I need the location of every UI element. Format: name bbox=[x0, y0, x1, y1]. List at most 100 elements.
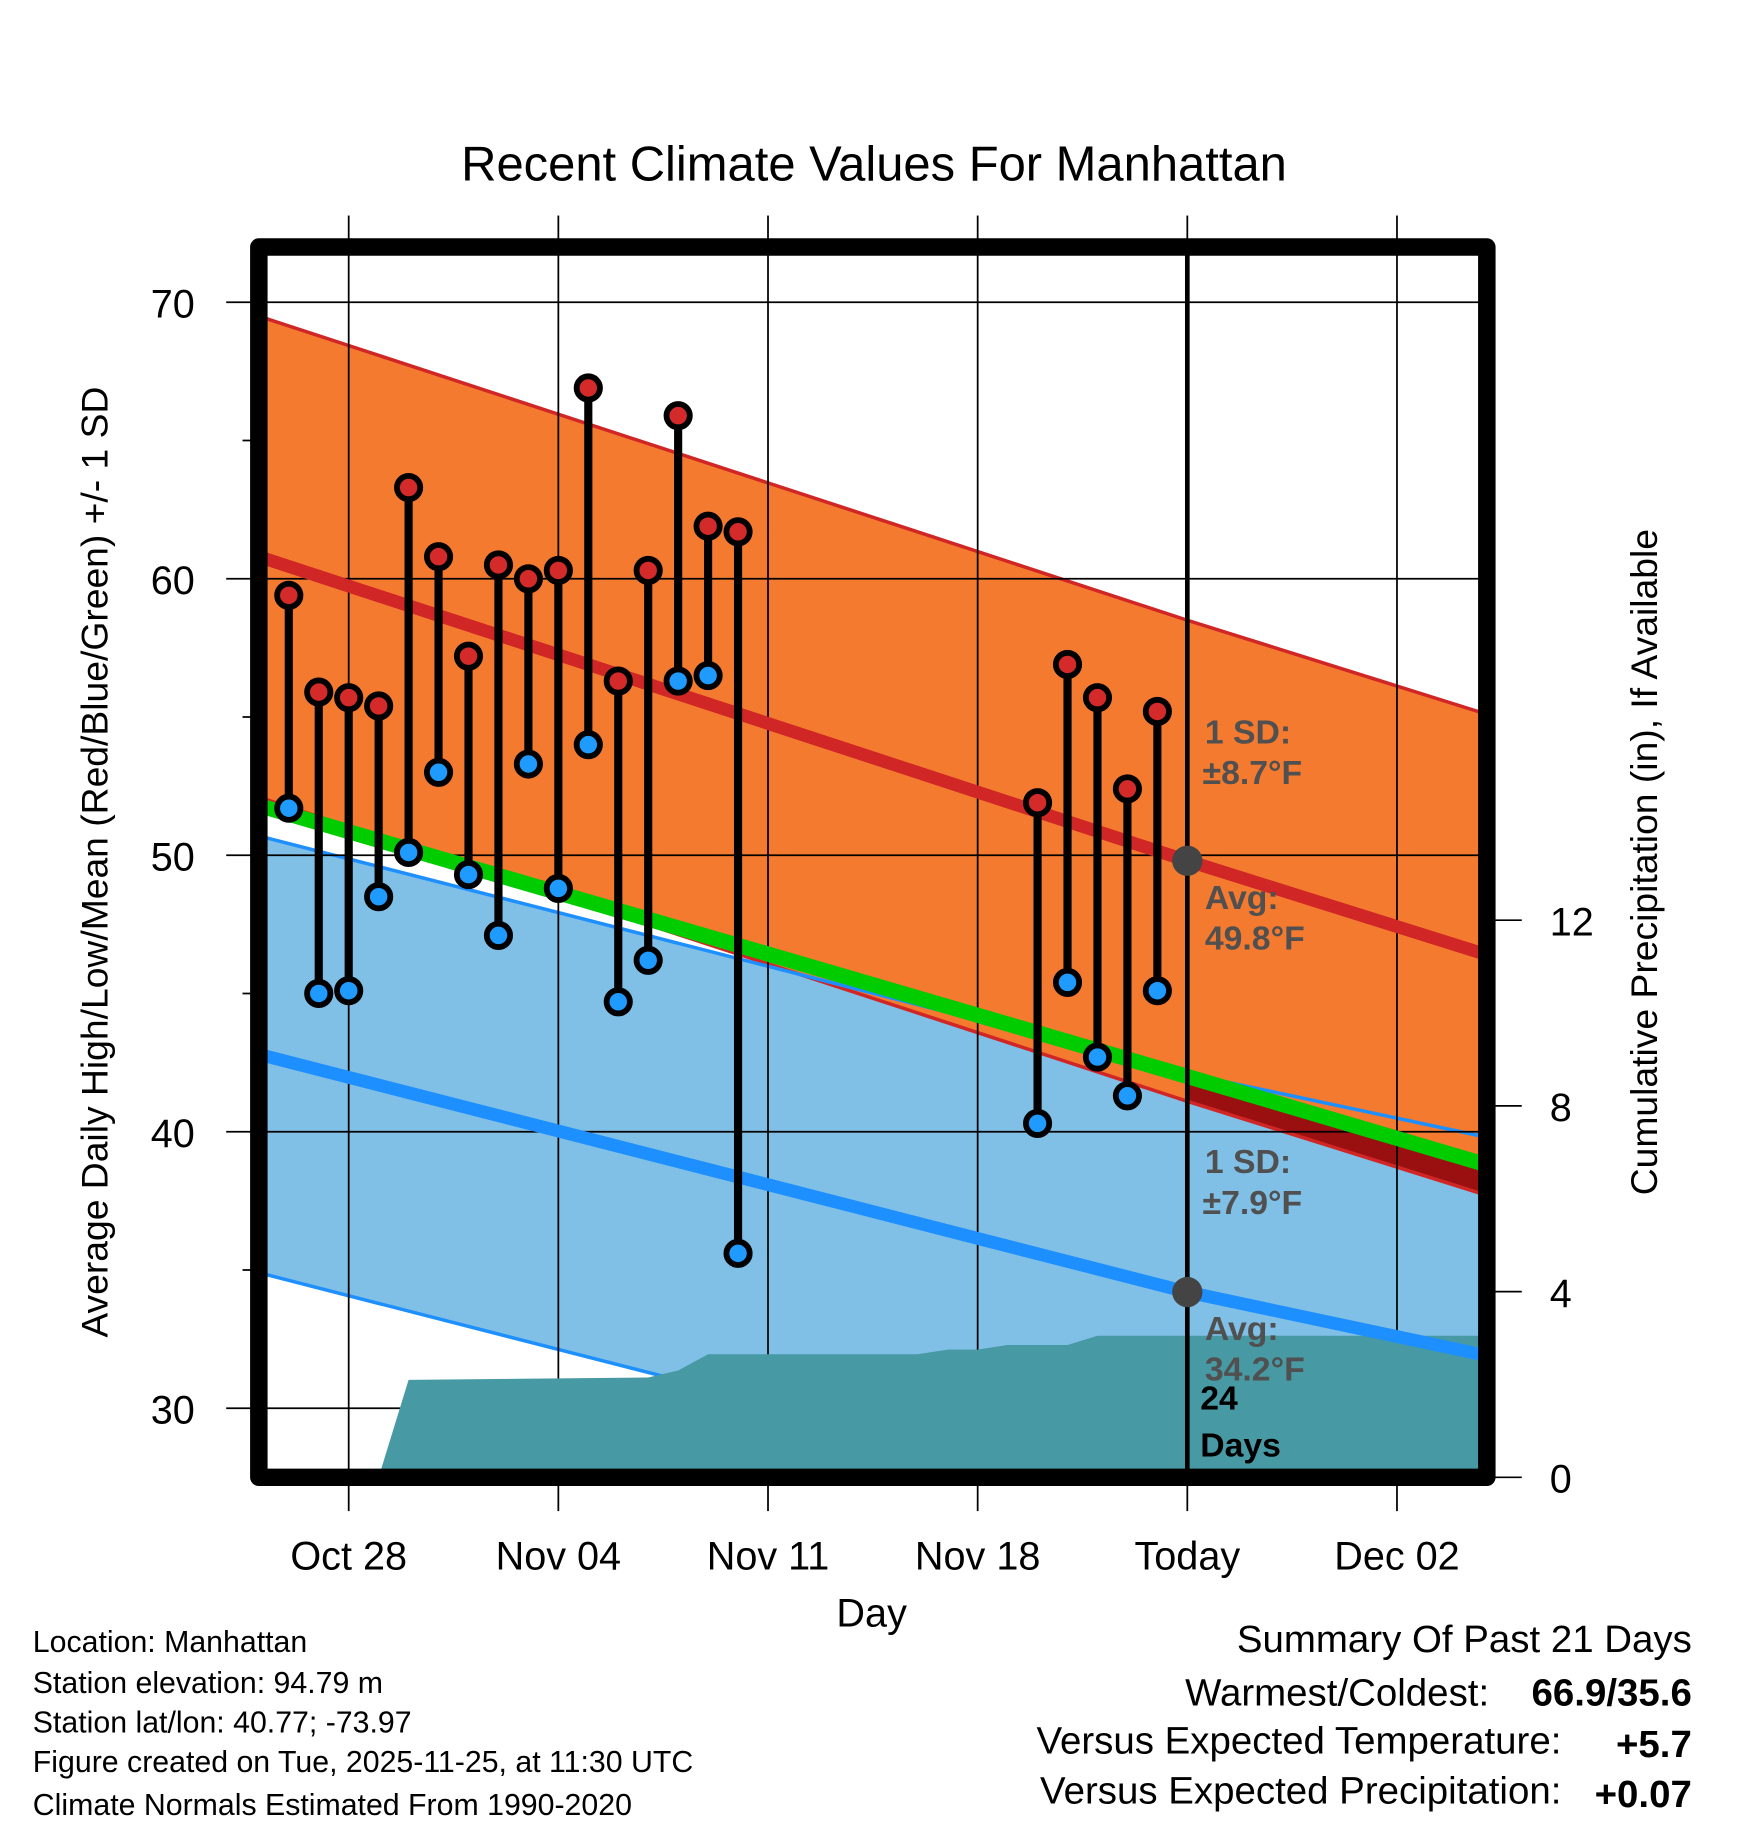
high-point bbox=[274, 580, 304, 610]
observation-day bbox=[1052, 649, 1083, 997]
footer-latlon: Station lat/lon: 40.77; -73.97 bbox=[33, 1706, 412, 1739]
high-point bbox=[1052, 649, 1083, 680]
low-point bbox=[1082, 1042, 1113, 1072]
low-point bbox=[543, 873, 573, 903]
x-tick-label: Nov 04 bbox=[496, 1534, 622, 1578]
low-point bbox=[274, 793, 304, 823]
low-point bbox=[483, 920, 514, 950]
x-tick-label: Dec 02 bbox=[1334, 1534, 1460, 1578]
high-point bbox=[693, 511, 723, 541]
y-tick-label: 50 bbox=[151, 835, 195, 879]
low-point bbox=[603, 987, 633, 1017]
today-high-average-dot bbox=[1172, 845, 1203, 876]
high-point bbox=[513, 564, 543, 594]
high-avg-label: Avg: bbox=[1205, 879, 1279, 917]
plot-frame bbox=[250, 238, 1496, 1487]
low-point bbox=[573, 730, 603, 760]
summary: Summary Of Past 21 Days Warmest/Coldest:… bbox=[1036, 1618, 1691, 1816]
low-point bbox=[1052, 967, 1083, 997]
chart-title: Recent Climate Values For Manhattan bbox=[461, 138, 1287, 192]
high-point bbox=[304, 677, 334, 707]
observation-day bbox=[723, 517, 753, 1268]
y-right-tick-label: 8 bbox=[1550, 1086, 1572, 1130]
y-tick-label: 70 bbox=[151, 282, 195, 326]
low-point bbox=[513, 749, 543, 779]
low-point bbox=[453, 860, 484, 890]
footer-location: Location: Manhattan bbox=[33, 1626, 307, 1659]
today-low-average-dot bbox=[1172, 1276, 1203, 1308]
warmest-coldest-value: 66.9/35.6 bbox=[1532, 1672, 1692, 1715]
observation-day bbox=[573, 373, 603, 760]
annotations: 1 SD: ±8.7°F Avg: 49.8°F 1 SD: ±7.9°F Av… bbox=[1200, 713, 1305, 1464]
high-point bbox=[633, 555, 663, 586]
high-avg-value: 49.8°F bbox=[1205, 920, 1305, 958]
low-point bbox=[693, 660, 723, 691]
high-point bbox=[483, 550, 514, 580]
low-minus-sd-line bbox=[258, 1271, 1065, 1478]
observation-day bbox=[1082, 683, 1113, 1072]
observation-day bbox=[453, 641, 484, 890]
precip-anomaly-value: +0.07 bbox=[1595, 1773, 1692, 1816]
high-point bbox=[603, 666, 633, 696]
low-avg-value: 34.2°F bbox=[1205, 1351, 1305, 1389]
x-tick-label: Oct 28 bbox=[290, 1534, 407, 1578]
high-point bbox=[423, 542, 454, 572]
footer-normals: Climate Normals Estimated From 1990-2020 bbox=[33, 1789, 632, 1822]
x-tick-label: Today bbox=[1134, 1534, 1240, 1578]
observation-day bbox=[543, 555, 573, 903]
high-point bbox=[1082, 683, 1113, 713]
low-point bbox=[1023, 1108, 1053, 1138]
y-axis-right-label: Cumulative Precipitation (in), If Availa… bbox=[1623, 529, 1665, 1195]
y-tick-label: 60 bbox=[151, 559, 195, 603]
y-right-tick-label: 12 bbox=[1550, 900, 1594, 944]
y-axis-label: Average Daily High/Low/Mean (Red/Blue/Gr… bbox=[73, 387, 115, 1338]
high-point bbox=[364, 691, 394, 721]
high-point bbox=[1112, 774, 1142, 804]
x-tick-label: Nov 11 bbox=[707, 1534, 830, 1578]
observation-day bbox=[1023, 788, 1053, 1138]
low-sd-value: ±7.9°F bbox=[1203, 1184, 1303, 1222]
high-point bbox=[453, 641, 484, 671]
observation-day bbox=[603, 666, 633, 1017]
footer-elevation: Station elevation: 94.79 m bbox=[33, 1667, 383, 1700]
observation-day bbox=[693, 511, 723, 691]
precipitation-area bbox=[378, 1335, 1487, 1478]
low-point bbox=[364, 882, 394, 912]
observation-day bbox=[663, 401, 693, 696]
precip-anomaly-label: Versus Expected Precipitation: bbox=[1040, 1770, 1561, 1813]
observation-day bbox=[304, 677, 334, 1009]
observation-day bbox=[364, 691, 394, 912]
high-point bbox=[663, 401, 693, 431]
observation-day bbox=[513, 564, 543, 779]
observation-day bbox=[423, 542, 454, 787]
days-count: 24 bbox=[1200, 1380, 1238, 1418]
observation-day bbox=[1142, 696, 1172, 1006]
low-point bbox=[304, 978, 334, 1009]
low-point bbox=[394, 837, 424, 868]
high-sd-value: ±8.7°F bbox=[1203, 754, 1303, 792]
high-point bbox=[1142, 696, 1172, 727]
x-axis-label: Day bbox=[836, 1591, 907, 1635]
x-tick-label: Nov 18 bbox=[915, 1534, 1041, 1578]
low-point bbox=[663, 666, 693, 696]
warmest-coldest-label: Warmest/Coldest: bbox=[1185, 1672, 1489, 1715]
low-sd-band bbox=[258, 835, 1487, 1478]
high-point bbox=[723, 517, 753, 547]
low-point bbox=[633, 945, 663, 975]
high-sd-label: 1 SD: bbox=[1205, 713, 1291, 751]
y-right-tick-label: 0 bbox=[1550, 1457, 1572, 1501]
low-sd-label: 1 SD: bbox=[1205, 1143, 1291, 1181]
footer: Location: Manhattan Station elevation: 9… bbox=[33, 1626, 693, 1822]
low-point bbox=[1112, 1081, 1142, 1111]
y-right-tick-label: 4 bbox=[1550, 1272, 1572, 1316]
observation-day bbox=[334, 683, 364, 1006]
plot-area bbox=[258, 246, 1487, 1478]
low-point bbox=[1142, 976, 1172, 1006]
high-point bbox=[573, 373, 603, 403]
high-point bbox=[334, 683, 364, 713]
summary-title: Summary Of Past 21 Days bbox=[1237, 1618, 1692, 1661]
footer-created: Figure created on Tue, 2025-11-25, at 11… bbox=[33, 1746, 693, 1779]
observation-day bbox=[394, 472, 424, 868]
low-point bbox=[334, 976, 364, 1006]
days-label: Days bbox=[1200, 1426, 1281, 1464]
